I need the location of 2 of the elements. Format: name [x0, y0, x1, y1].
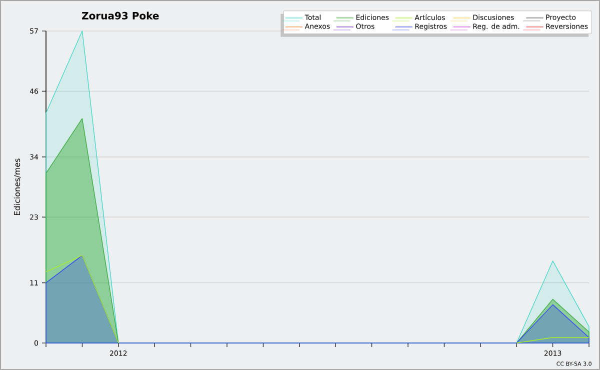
y-axis-title: Ediciones/mes — [14, 158, 21, 216]
chart-title: Zorua93 Poke — [82, 12, 159, 20]
